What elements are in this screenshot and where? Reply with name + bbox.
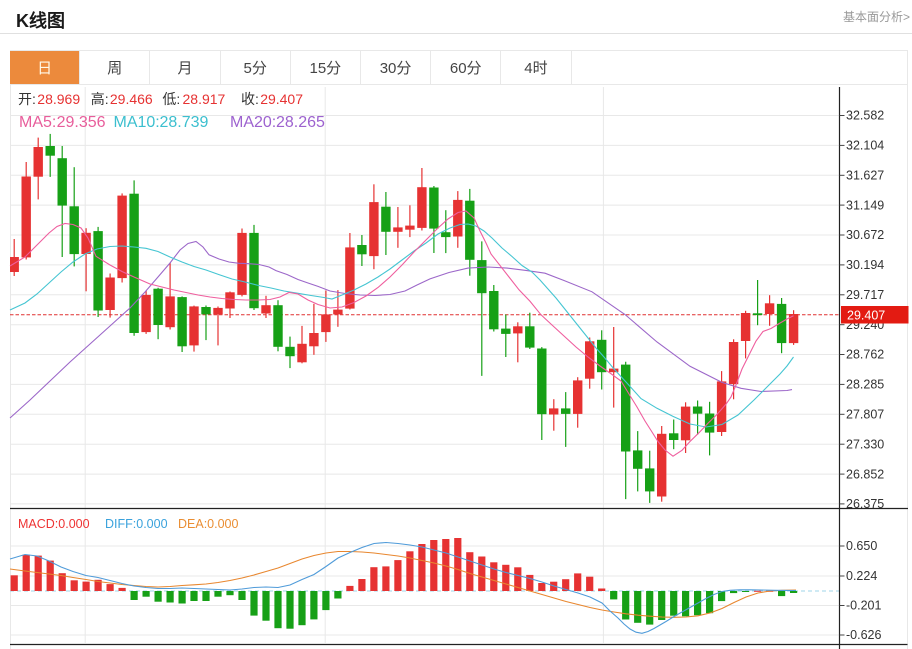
svg-text:0.650: 0.650 <box>846 539 877 553</box>
svg-text:-0.201: -0.201 <box>846 599 881 613</box>
svg-text:29.407: 29.407 <box>260 91 303 107</box>
svg-text:低:: 低: <box>162 91 180 107</box>
svg-text:收:: 收: <box>241 91 259 107</box>
svg-text:28.265: 28.265 <box>276 114 325 131</box>
svg-text:31.627: 31.627 <box>846 169 884 183</box>
svg-text:MA5:: MA5: <box>19 114 56 131</box>
svg-text:28.285: 28.285 <box>846 378 884 392</box>
svg-text:MA20:: MA20: <box>230 114 276 131</box>
svg-text:DIFF:0.000: DIFF:0.000 <box>105 517 168 531</box>
svg-text:MA10:: MA10: <box>114 114 160 131</box>
svg-text:32.582: 32.582 <box>846 109 884 123</box>
svg-text:26.375: 26.375 <box>846 497 884 511</box>
svg-text:30.672: 30.672 <box>846 228 884 242</box>
svg-text:开:: 开: <box>18 91 36 107</box>
svg-text:-0.626: -0.626 <box>846 628 881 642</box>
svg-text:30.194: 30.194 <box>846 258 884 272</box>
svg-text:27.330: 27.330 <box>846 437 884 451</box>
svg-text:29.407: 29.407 <box>847 309 885 323</box>
svg-text:0.224: 0.224 <box>846 569 877 583</box>
svg-text:MACD:0.000: MACD:0.000 <box>18 517 90 531</box>
svg-text:28.762: 28.762 <box>846 348 884 362</box>
svg-text:28.917: 28.917 <box>183 91 226 107</box>
svg-text:26.852: 26.852 <box>846 467 884 481</box>
svg-text:高:: 高: <box>91 91 109 107</box>
svg-text:32.104: 32.104 <box>846 139 884 153</box>
svg-text:28.739: 28.739 <box>160 114 209 131</box>
svg-text:28.969: 28.969 <box>37 91 80 107</box>
svg-text:31.149: 31.149 <box>846 198 884 212</box>
svg-text:29.466: 29.466 <box>110 91 153 107</box>
svg-text:29.356: 29.356 <box>57 114 106 131</box>
svg-text:DEA:0.000: DEA:0.000 <box>178 517 239 531</box>
svg-text:29.717: 29.717 <box>846 288 884 302</box>
svg-text:27.807: 27.807 <box>846 408 884 422</box>
